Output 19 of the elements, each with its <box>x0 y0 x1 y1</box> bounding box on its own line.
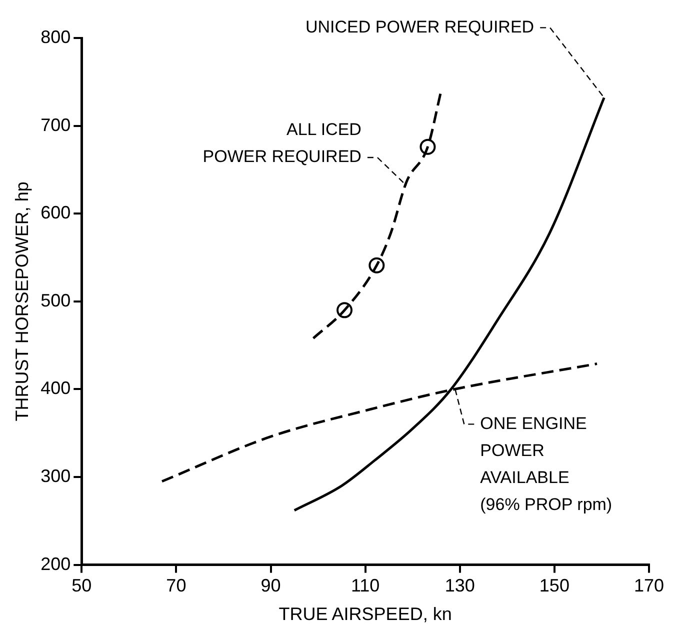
annotation: ONE ENGINE POWER AVAILABLE (96% PROP rpm) <box>480 414 612 514</box>
y-tick-label: 600 <box>40 202 71 223</box>
x-tick-label: 90 <box>260 576 281 596</box>
x-tick-label: 70 <box>166 576 186 596</box>
x-tick-label: 130 <box>444 576 475 596</box>
y-axis-title: THRUST HORSEPOWER, hp <box>12 182 32 422</box>
y-tick-label: 700 <box>40 114 71 135</box>
x-axis-title: TRUE AIRSPEED, kn <box>278 604 452 624</box>
y-tick-label: 400 <box>40 378 71 398</box>
x-tick-label: 170 <box>634 576 664 596</box>
y-tick-label: 800 <box>40 26 71 47</box>
annotation: UNICED POWER REQUIRED <box>306 17 534 36</box>
y-tick-label: 200 <box>40 554 71 574</box>
x-tick-label: 50 <box>72 576 92 596</box>
annotation: ALL ICED POWER REQUIRED <box>202 120 362 166</box>
x-tick-label: 150 <box>539 576 570 596</box>
y-tick-label: 500 <box>40 290 71 310</box>
x-tick-label: 110 <box>350 576 380 596</box>
y-tick-label: 300 <box>40 466 71 486</box>
